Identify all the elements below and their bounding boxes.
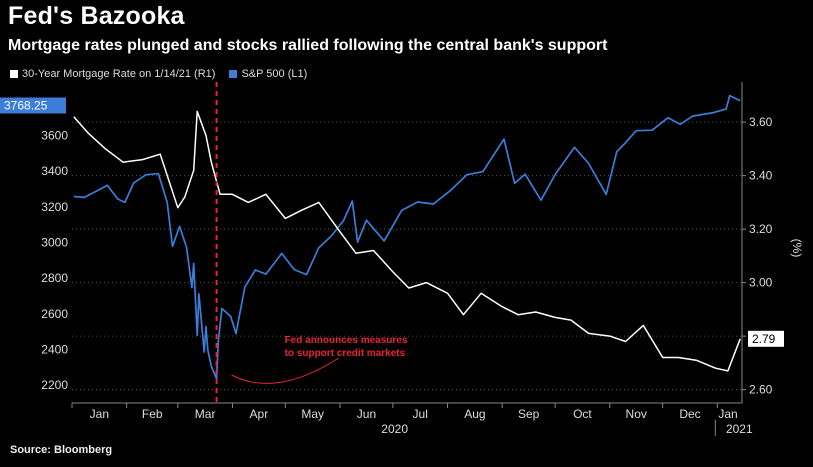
- annotation-text-line2: to support credit markets: [285, 348, 406, 359]
- gridlines: [72, 121, 742, 391]
- legend-item-sp500: S&P 500 (L1): [229, 68, 307, 80]
- x-tick-label: Jun: [357, 407, 376, 421]
- annotation-text-line1: Fed announces measures: [285, 335, 408, 346]
- x-tick-label: Apr: [250, 407, 269, 421]
- left-tick-label: 2800: [41, 271, 68, 285]
- left-tick-label: 2400: [41, 343, 68, 357]
- x-tick-label: Jan: [718, 407, 737, 421]
- right-tick-label: 3.00: [749, 276, 773, 290]
- x-tick-label: Oct: [573, 407, 592, 421]
- left-tick-label: 3000: [41, 236, 68, 250]
- sp500-series-line: [73, 94, 741, 380]
- right-tick-label: 3.40: [749, 169, 773, 183]
- year-label-2021: 2021: [726, 422, 753, 436]
- chart-subtitle: Mortgage rates plunged and stocks rallie…: [8, 37, 608, 54]
- right-axis-label: (%): [790, 239, 804, 258]
- x-tick-label: Feb: [142, 407, 163, 421]
- sp500-last-value-box: [0, 97, 66, 114]
- legend-label-mortgage: 30-Year Mortgage Rate on 1/14/21 (R1): [22, 68, 216, 80]
- x-tick-label: Dec: [679, 407, 700, 421]
- x-tick-label: Jan: [90, 407, 109, 421]
- legend-swatch-sp500: [229, 70, 238, 78]
- sp500-last-value: 3768.25: [4, 98, 48, 112]
- mortgage-last-value: 2.79: [752, 332, 776, 346]
- left-tick-label: 2600: [41, 307, 68, 321]
- mortgage-last-value-tag: 2.79: [748, 330, 784, 347]
- legend-item-mortgage: 30-Year Mortgage Rate on 1/14/21 (R1): [10, 68, 215, 80]
- sp500-last-value-tag: 3768.25: [0, 97, 66, 114]
- left-tick-label: 3400: [41, 164, 68, 178]
- x-tick-label: Nov: [626, 407, 647, 421]
- mortgage-series-line: [73, 110, 741, 372]
- x-tick-label: May: [301, 407, 324, 421]
- left-tick-label: 2200: [41, 378, 68, 392]
- mortgage-last-value-box: [748, 330, 784, 347]
- x-axis-ticks: Jan Feb Mar Apr May Jun Jul Aug Sep Oct Nov Dec Jan: [71, 403, 738, 421]
- legend-label-sp500: S&P 500 (L1): [241, 68, 308, 80]
- source-note: Source: Bloomberg: [10, 444, 113, 456]
- x-tick-label: Sep: [518, 407, 540, 421]
- left-axis-ticks: 2200 2400 2600 2800 3000 3200 3400 3600: [41, 129, 68, 393]
- right-tick-label: 3.60: [749, 115, 773, 129]
- x-tick-label: Mar: [195, 407, 216, 421]
- right-tick-label: 2.60: [749, 383, 773, 397]
- x-tick-label: Aug: [464, 407, 485, 421]
- left-tick-label: 3600: [41, 129, 68, 143]
- legend-swatch-mortgage: [10, 70, 18, 78]
- chart-title: Fed's Bazooka: [8, 2, 185, 30]
- x-tick-label: Jul: [413, 407, 428, 421]
- right-axis-ticks: 2.602.803.003.203.403.60: [742, 115, 773, 397]
- left-tick-label: 3200: [41, 200, 68, 214]
- annotation-arc: [231, 357, 339, 384]
- right-tick-label: 3.20: [749, 222, 773, 236]
- year-label-2020: 2020: [381, 422, 408, 436]
- chart-legend: 30-Year Mortgage Rate on 1/14/21 (R1) S&…: [10, 68, 307, 80]
